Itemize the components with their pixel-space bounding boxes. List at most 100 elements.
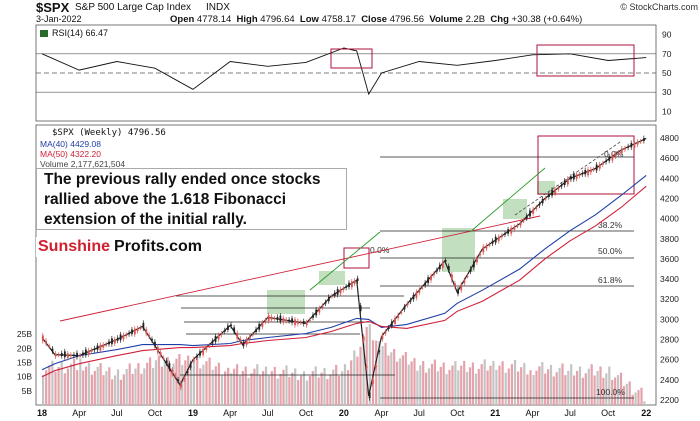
volume-bar [192, 359, 196, 405]
volume-bar [76, 370, 79, 405]
candle-body [189, 363, 192, 368]
candle-body [590, 169, 592, 173]
volume-bar [416, 370, 419, 405]
volume-bar [576, 371, 579, 405]
volume-bar [227, 367, 230, 405]
candle-body [412, 294, 415, 300]
candle-body [196, 355, 198, 358]
volume-bar [347, 370, 350, 405]
candle-body [394, 318, 396, 325]
candle-body [111, 338, 113, 345]
candle-body [378, 350, 381, 352]
volume-bar [517, 371, 520, 405]
volume-bar [323, 368, 326, 405]
volume-bar [90, 374, 93, 405]
candle-body [497, 236, 500, 242]
volume-bar [311, 371, 314, 405]
volume-bar [119, 379, 122, 405]
volume-bar [422, 361, 425, 405]
candle-body [122, 334, 125, 340]
volume-bar [616, 375, 620, 405]
candle-body [529, 210, 531, 217]
volume-bar [116, 369, 120, 405]
candle-body [186, 371, 189, 373]
candle-body [362, 336, 365, 341]
ohlc-row: Open 4778.14 High 4796.64 Low 4758.17 Cl… [170, 14, 583, 25]
price-tick-label: 4600 [660, 153, 679, 163]
rsi-legend: RSI(14) 66.47 [52, 28, 108, 38]
candle-body [627, 146, 630, 148]
volume-bar [436, 371, 439, 405]
volume-bar [205, 361, 208, 405]
volume-bar [359, 346, 362, 405]
candle-body [602, 163, 604, 165]
rsi-highlight-box [330, 48, 373, 69]
ticker-symbol: $SPX [36, 0, 70, 15]
candle-body [463, 280, 466, 284]
rsi-line [41, 47, 647, 96]
price-tick-label: 2800 [660, 335, 679, 345]
price-panel [35, 124, 657, 406]
volume-bar [477, 368, 480, 405]
x-axis-tick-label: Oct [148, 408, 163, 418]
candle-body [90, 350, 93, 352]
volume-bar [625, 383, 628, 405]
volume-bar [314, 366, 317, 405]
candle-body [485, 245, 488, 249]
x-axis-tick-label: Apr [525, 408, 539, 418]
candle-body [128, 332, 131, 335]
volume-bar [510, 364, 513, 405]
volume-bar [631, 394, 634, 405]
candle-body [302, 321, 305, 325]
volume-bar [99, 363, 102, 405]
candle-body [611, 154, 614, 161]
candle-body [87, 350, 90, 355]
candle-body [375, 365, 377, 368]
candle-body [133, 328, 136, 335]
candle-body [220, 333, 223, 335]
candle-body [466, 275, 469, 277]
candle-body [630, 143, 633, 148]
x-axis-tick-label: Apr [223, 408, 237, 418]
candle-body [356, 278, 359, 282]
candle-body [285, 319, 288, 322]
volume-bar [285, 365, 288, 405]
volume-bar [523, 362, 526, 405]
volume-bar [584, 373, 587, 405]
candle-body [76, 352, 78, 358]
candle-body [342, 288, 345, 290]
volume-bar [368, 324, 371, 405]
volume-bar [152, 367, 155, 405]
volume-bar [526, 374, 529, 405]
x-axis-tick-label: Jul [413, 408, 425, 418]
candle-body [433, 273, 435, 276]
candle-body [587, 169, 590, 176]
volume-bar [217, 362, 220, 405]
candle-body [633, 142, 636, 148]
candle-body [447, 266, 450, 271]
price-tick-label: 4800 [660, 133, 679, 143]
volume-bar [256, 364, 259, 405]
volume-bar [622, 386, 625, 405]
volume-tick-label: 5B [22, 386, 33, 396]
candle-body [108, 341, 110, 345]
candle-body [525, 215, 528, 219]
candle-body [255, 329, 257, 333]
candle-body [162, 357, 165, 359]
volume-bar [85, 366, 88, 405]
candle-body [125, 334, 128, 337]
volume-bar [535, 370, 538, 405]
volume-bar [60, 362, 63, 405]
candle-body [148, 334, 151, 337]
candle-body [42, 335, 44, 342]
candle-body [199, 351, 201, 356]
fibonacci-label: 0.0% [370, 245, 390, 255]
volume-tick-label: 25B [17, 329, 32, 339]
candle-body [548, 194, 550, 198]
candle-body [315, 309, 318, 316]
volume-bar [63, 373, 66, 405]
volume-bar [42, 375, 45, 405]
volume-bar [451, 365, 454, 405]
volume-bar [308, 375, 311, 405]
volume-bar [114, 375, 117, 405]
